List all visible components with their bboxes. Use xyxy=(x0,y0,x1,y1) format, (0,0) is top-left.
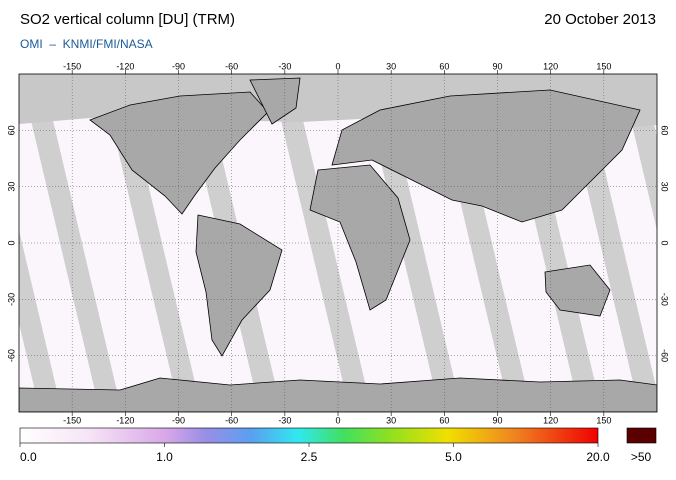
lon-tick-label: -30 xyxy=(278,61,291,71)
lat-tick-label: 0 xyxy=(6,240,16,245)
lon-tick-label: -60 xyxy=(225,61,238,71)
lon-tick-label: -60 xyxy=(225,415,238,425)
lat-tick-label: -30 xyxy=(6,293,16,306)
map-area xyxy=(19,74,657,412)
lon-tick-label: 30 xyxy=(386,61,396,71)
title: SO2 vertical column [DU] (TRM) xyxy=(20,11,235,28)
source: OMI – KNMI/FMI/NASA xyxy=(20,37,153,51)
lon-tick-label: -90 xyxy=(172,415,185,425)
date: 20 October 2013 xyxy=(544,11,656,28)
lon-tick-label: 0 xyxy=(335,61,340,71)
lat-tick-label: 30 xyxy=(660,182,670,192)
colorbar-overflow xyxy=(626,427,657,444)
lon-tick-label: -30 xyxy=(278,415,291,425)
lon-tick-label: -120 xyxy=(116,415,134,425)
colorbar-tick-label: 0.0 xyxy=(20,450,37,464)
lat-tick-label: -60 xyxy=(660,349,670,362)
colorbar-tick-label: 2.5 xyxy=(301,450,318,464)
lat-tick-label: -60 xyxy=(6,349,16,362)
lon-tick-label: -150 xyxy=(63,415,81,425)
lat-tick-label: 60 xyxy=(6,125,16,135)
lat-tick-label: 60 xyxy=(660,125,670,135)
lon-tick-label: 90 xyxy=(492,415,502,425)
lon-tick-label: -90 xyxy=(172,61,185,71)
lat-tick-label: -30 xyxy=(660,293,670,306)
colorbar-overflow-label: >50 xyxy=(631,450,652,464)
lon-tick-label: 150 xyxy=(596,61,611,71)
lat-tick-label: 30 xyxy=(6,182,16,192)
lon-tick-label: 30 xyxy=(386,415,396,425)
lon-tick-label: 90 xyxy=(492,61,502,71)
colorbar-tick-label: 1.0 xyxy=(156,450,173,464)
lon-tick-label: 0 xyxy=(335,415,340,425)
colorbar-tick-label: 5.0 xyxy=(445,450,462,464)
lon-tick-label: 150 xyxy=(596,415,611,425)
lon-tick-label: -150 xyxy=(63,61,81,71)
lon-tick-label: 120 xyxy=(543,61,558,71)
lon-tick-label: 60 xyxy=(439,61,449,71)
lon-tick-label: -120 xyxy=(116,61,134,71)
colorbar-tick-label: 20.0 xyxy=(586,450,610,464)
colorbar xyxy=(19,427,599,444)
graticule xyxy=(19,74,657,412)
lon-tick-label: 60 xyxy=(439,415,449,425)
lon-tick-label: 120 xyxy=(543,415,558,425)
lat-tick-label: 0 xyxy=(660,240,670,245)
